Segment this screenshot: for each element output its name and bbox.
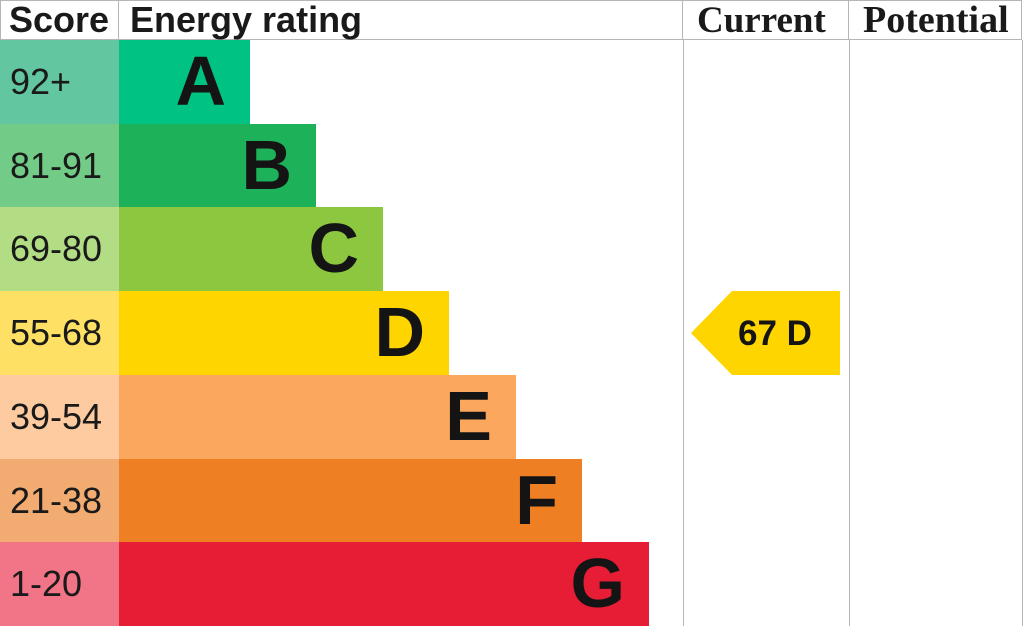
svg-text:67 D: 67 D: [738, 314, 812, 353]
